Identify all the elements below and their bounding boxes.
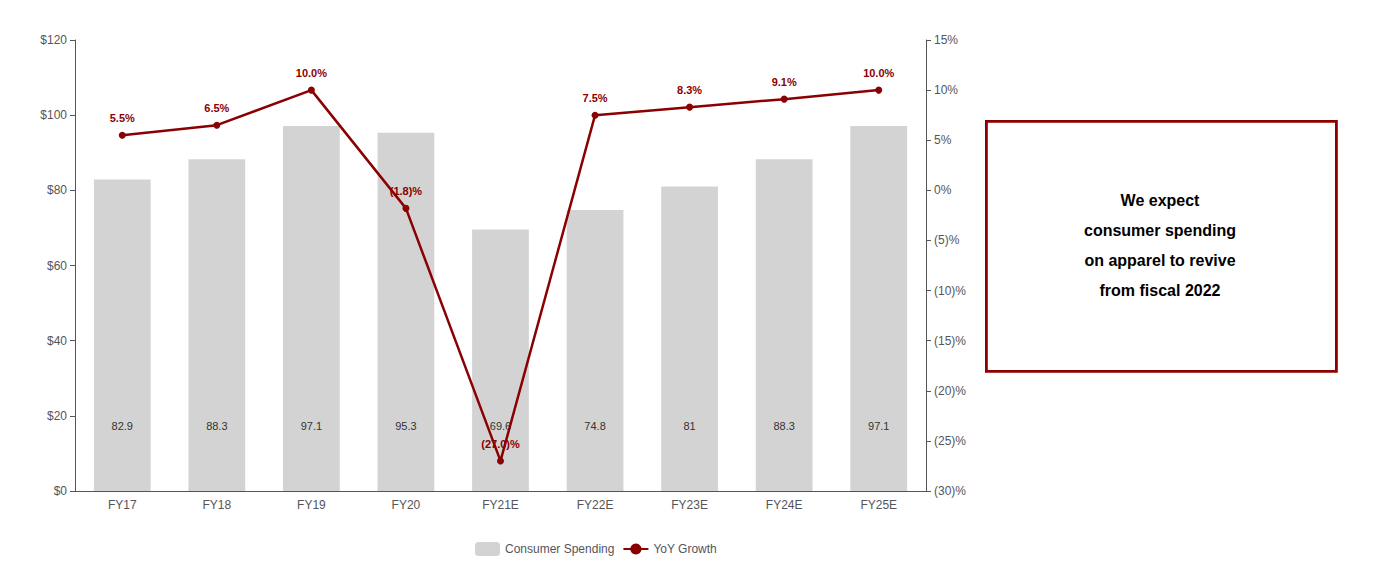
svg-text:FY20: FY20: [392, 498, 421, 512]
svg-text:FY23E: FY23E: [671, 498, 708, 512]
svg-text:0%: 0%: [934, 183, 952, 197]
svg-text:$40: $40: [47, 334, 67, 348]
svg-text:$120: $120: [40, 33, 67, 47]
svg-text:95.3: 95.3: [395, 420, 416, 432]
svg-text:We expect: We expect: [1121, 192, 1201, 209]
svg-text:(20)%: (20)%: [934, 384, 966, 398]
svg-text:from fiscal 2022: from fiscal 2022: [1100, 282, 1221, 299]
svg-text:6.5%: 6.5%: [204, 102, 229, 114]
svg-text:(1.8)%: (1.8)%: [390, 185, 423, 197]
svg-text:(15)%: (15)%: [934, 334, 966, 348]
svg-text:FY21E: FY21E: [482, 498, 519, 512]
svg-text:82.9: 82.9: [112, 420, 133, 432]
svg-text:$0: $0: [54, 484, 68, 498]
svg-text:69.6: 69.6: [489, 419, 512, 432]
svg-text:(27.0)%: (27.0)%: [481, 438, 520, 450]
svg-text:$60: $60: [47, 259, 67, 273]
svg-text:5%: 5%: [934, 133, 952, 147]
svg-text:FY25E: FY25E: [860, 498, 897, 512]
svg-text:Consumer Spending: Consumer Spending: [505, 542, 614, 556]
svg-text:10.0%: 10.0%: [863, 67, 894, 79]
svg-text:74.8: 74.8: [584, 420, 605, 432]
svg-text:10.0%: 10.0%: [296, 67, 327, 79]
svg-text:FY18: FY18: [202, 498, 231, 512]
svg-text:(10)%: (10)%: [934, 284, 966, 298]
svg-text:consumer spending: consumer spending: [1084, 222, 1236, 239]
svg-text:10%: 10%: [934, 83, 958, 97]
svg-text:5.5%: 5.5%: [110, 112, 135, 124]
svg-text:FY22E: FY22E: [577, 498, 614, 512]
svg-text:(25)%: (25)%: [934, 434, 966, 448]
svg-text:8.3%: 8.3%: [677, 84, 702, 96]
svg-text:FY17: FY17: [108, 498, 137, 512]
svg-text:FY19: FY19: [297, 498, 326, 512]
svg-text:on apparel to revive: on apparel to revive: [1084, 252, 1235, 269]
svg-text:9.1%: 9.1%: [772, 76, 797, 88]
svg-text:YoY Growth: YoY Growth: [653, 542, 716, 556]
svg-text:97.1: 97.1: [868, 420, 889, 432]
svg-text:81: 81: [683, 420, 695, 432]
svg-text:$80: $80: [47, 183, 67, 197]
svg-text:(5)%: (5)%: [934, 233, 960, 247]
svg-text:(30)%: (30)%: [934, 484, 966, 498]
svg-text:$20: $20: [47, 409, 67, 423]
svg-text:15%: 15%: [934, 33, 958, 47]
svg-text:88.3: 88.3: [206, 420, 227, 432]
svg-text:$100: $100: [40, 108, 67, 122]
svg-text:88.3: 88.3: [773, 420, 794, 432]
svg-text:7.5%: 7.5%: [583, 92, 608, 104]
svg-text:FY24E: FY24E: [766, 498, 803, 512]
svg-text:97.1: 97.1: [301, 420, 322, 432]
